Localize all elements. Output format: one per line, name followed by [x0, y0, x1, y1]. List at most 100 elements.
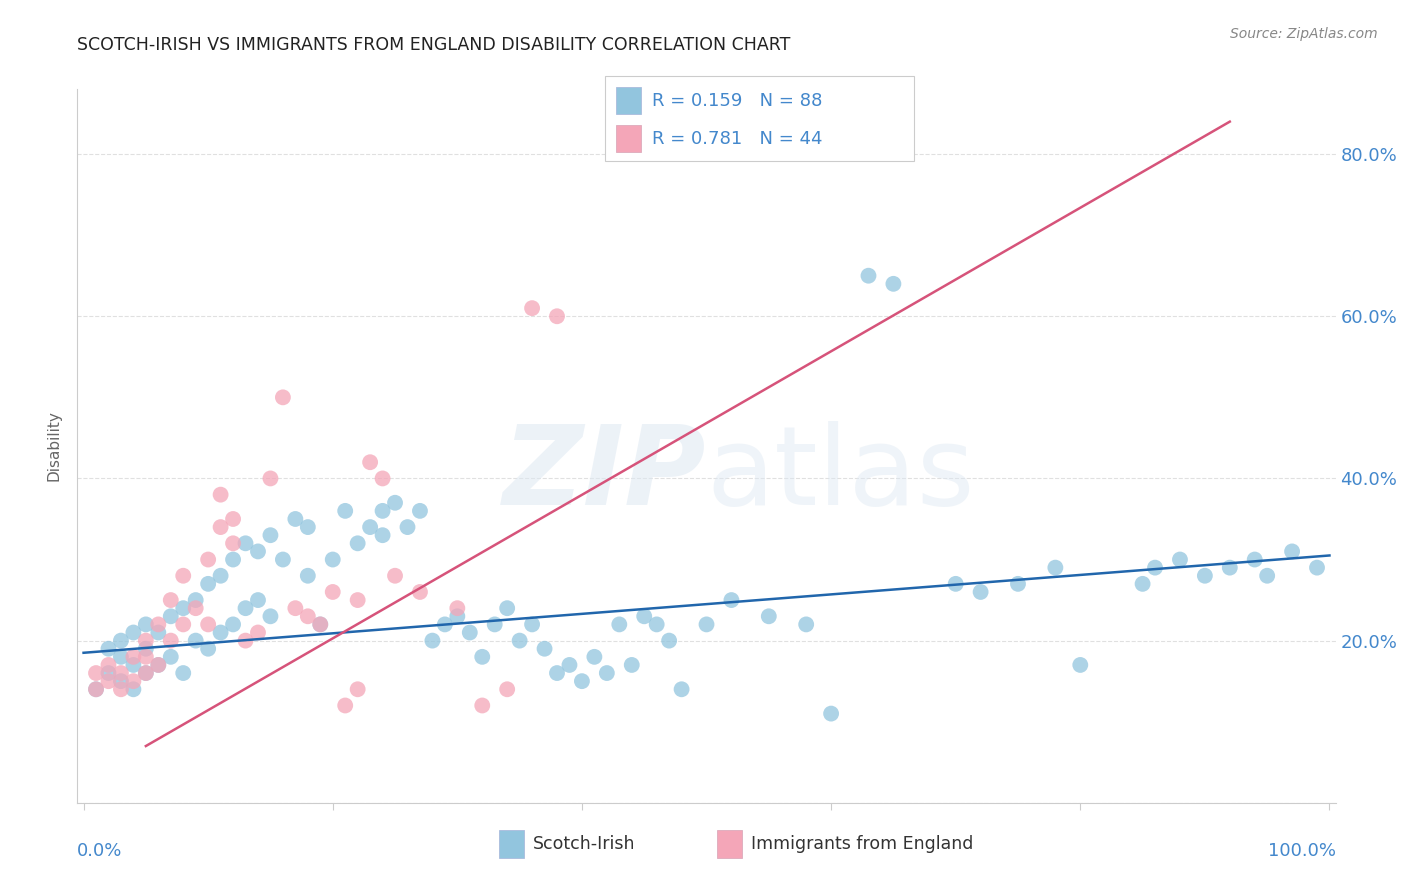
Point — [84, 666, 107, 681]
Point — [820, 706, 842, 721]
Text: atlas: atlas — [707, 421, 974, 528]
Point — [97, 641, 120, 656]
Point — [671, 682, 693, 697]
Text: Immigrants from England: Immigrants from England — [751, 835, 973, 853]
Point — [633, 609, 655, 624]
Point — [1069, 657, 1091, 672]
Point — [359, 455, 381, 469]
Y-axis label: Disability: Disability — [46, 410, 62, 482]
Point — [496, 682, 519, 697]
Point — [1045, 560, 1067, 574]
Point — [484, 617, 506, 632]
Point — [222, 536, 245, 550]
Text: ZIP: ZIP — [503, 421, 707, 528]
Point — [620, 657, 643, 672]
Point — [794, 617, 817, 632]
Point — [148, 617, 170, 632]
Point — [696, 617, 718, 632]
Point — [471, 698, 494, 713]
Point — [284, 512, 307, 526]
Point — [471, 649, 494, 664]
Point — [1256, 568, 1278, 582]
Point — [209, 488, 232, 502]
Point — [546, 666, 568, 681]
Point — [969, 585, 991, 599]
Point — [172, 617, 194, 632]
Point — [135, 666, 157, 681]
Point — [122, 649, 145, 664]
Point — [197, 577, 219, 591]
Point — [558, 657, 581, 672]
Point — [222, 617, 245, 632]
Text: SCOTCH-IRISH VS IMMIGRANTS FROM ENGLAND DISABILITY CORRELATION CHART: SCOTCH-IRISH VS IMMIGRANTS FROM ENGLAND … — [77, 36, 790, 54]
Point — [110, 682, 132, 697]
Point — [110, 649, 132, 664]
Point — [97, 666, 120, 681]
Point — [297, 520, 319, 534]
Point — [571, 674, 593, 689]
Point — [197, 552, 219, 566]
Point — [284, 601, 307, 615]
Point — [346, 593, 368, 607]
Point — [546, 310, 568, 324]
Point — [309, 617, 332, 632]
Point — [259, 471, 281, 485]
Point — [371, 504, 394, 518]
Point — [110, 666, 132, 681]
Point — [509, 633, 531, 648]
Point — [945, 577, 967, 591]
Point — [209, 520, 232, 534]
Point — [135, 649, 157, 664]
Text: R = 0.781   N = 44: R = 0.781 N = 44 — [652, 129, 823, 148]
Point — [458, 625, 481, 640]
Point — [246, 544, 269, 558]
Point — [1007, 577, 1029, 591]
Text: Scotch-Irish: Scotch-Irish — [533, 835, 636, 853]
Point — [135, 641, 157, 656]
Point — [271, 390, 294, 404]
Point — [97, 657, 120, 672]
Point — [222, 552, 245, 566]
Point — [235, 633, 257, 648]
Point — [246, 625, 269, 640]
Point — [858, 268, 880, 283]
Point — [496, 601, 519, 615]
Point — [122, 674, 145, 689]
Point — [409, 585, 432, 599]
Point — [384, 496, 406, 510]
Point — [1281, 544, 1303, 558]
Point — [359, 520, 381, 534]
Point — [135, 633, 157, 648]
Point — [446, 609, 468, 624]
Point — [172, 666, 194, 681]
Point — [222, 512, 245, 526]
Point — [322, 552, 344, 566]
Point — [1219, 560, 1241, 574]
Point — [197, 617, 219, 632]
Point — [583, 649, 606, 664]
Point — [84, 682, 107, 697]
Point — [148, 657, 170, 672]
Point — [371, 471, 394, 485]
Point — [409, 504, 432, 518]
Point — [533, 641, 555, 656]
Point — [159, 649, 181, 664]
Point — [184, 633, 207, 648]
Point — [346, 682, 368, 697]
Point — [172, 568, 194, 582]
Point — [235, 601, 257, 615]
Point — [122, 657, 145, 672]
Point — [322, 585, 344, 599]
Text: 100.0%: 100.0% — [1268, 842, 1336, 860]
Point — [209, 568, 232, 582]
Point — [1132, 577, 1154, 591]
Point — [309, 617, 332, 632]
Point — [148, 625, 170, 640]
Point — [110, 633, 132, 648]
Point — [520, 301, 543, 315]
Point — [148, 657, 170, 672]
Point — [607, 617, 630, 632]
Point — [1243, 552, 1265, 566]
Point — [135, 666, 157, 681]
Point — [122, 682, 145, 697]
